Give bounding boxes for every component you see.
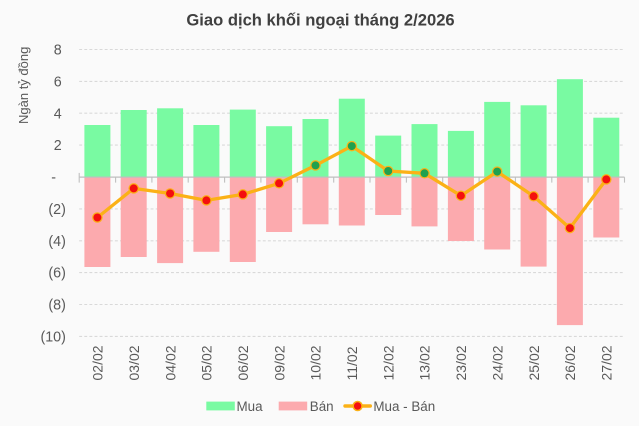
svg-text:(8): (8) — [48, 298, 65, 314]
svg-text:-: - — [51, 170, 56, 186]
svg-text:24/02: 24/02 — [489, 345, 505, 380]
svg-text:Bán: Bán — [310, 399, 334, 414]
svg-text:Giao dịch khối ngoại tháng 2/2: Giao dịch khối ngoại tháng 2/2026 — [186, 11, 454, 30]
svg-text:(2): (2) — [48, 202, 65, 218]
svg-text:(6): (6) — [48, 266, 65, 282]
svg-text:06/02: 06/02 — [235, 345, 251, 380]
svg-text:05/02: 05/02 — [199, 345, 215, 380]
svg-text:10/02: 10/02 — [308, 345, 324, 380]
svg-text:12/02: 12/02 — [380, 345, 396, 380]
svg-text:2: 2 — [54, 138, 62, 154]
svg-text:13/02: 13/02 — [417, 345, 433, 380]
svg-text:Ngàn tỷ đồng: Ngàn tỷ đồng — [16, 47, 31, 124]
svg-text:11/02: 11/02 — [344, 346, 360, 380]
svg-text:27/02: 27/02 — [599, 345, 615, 380]
svg-text:02/02: 02/02 — [90, 345, 106, 380]
svg-text:25/02: 25/02 — [526, 345, 542, 380]
svg-text:8: 8 — [54, 43, 62, 59]
svg-text:Mua - Bán: Mua - Bán — [373, 399, 435, 414]
svg-text:26/02: 26/02 — [562, 345, 578, 380]
svg-text:6: 6 — [54, 75, 62, 91]
svg-text:04/02: 04/02 — [162, 345, 178, 380]
svg-text:(4): (4) — [48, 234, 65, 250]
svg-text:(10): (10) — [40, 330, 65, 346]
svg-text:Mua: Mua — [237, 399, 264, 414]
svg-text:23/02: 23/02 — [453, 345, 469, 380]
svg-text:4: 4 — [54, 106, 62, 122]
svg-text:03/02: 03/02 — [126, 345, 142, 380]
svg-text:09/02: 09/02 — [271, 345, 287, 380]
